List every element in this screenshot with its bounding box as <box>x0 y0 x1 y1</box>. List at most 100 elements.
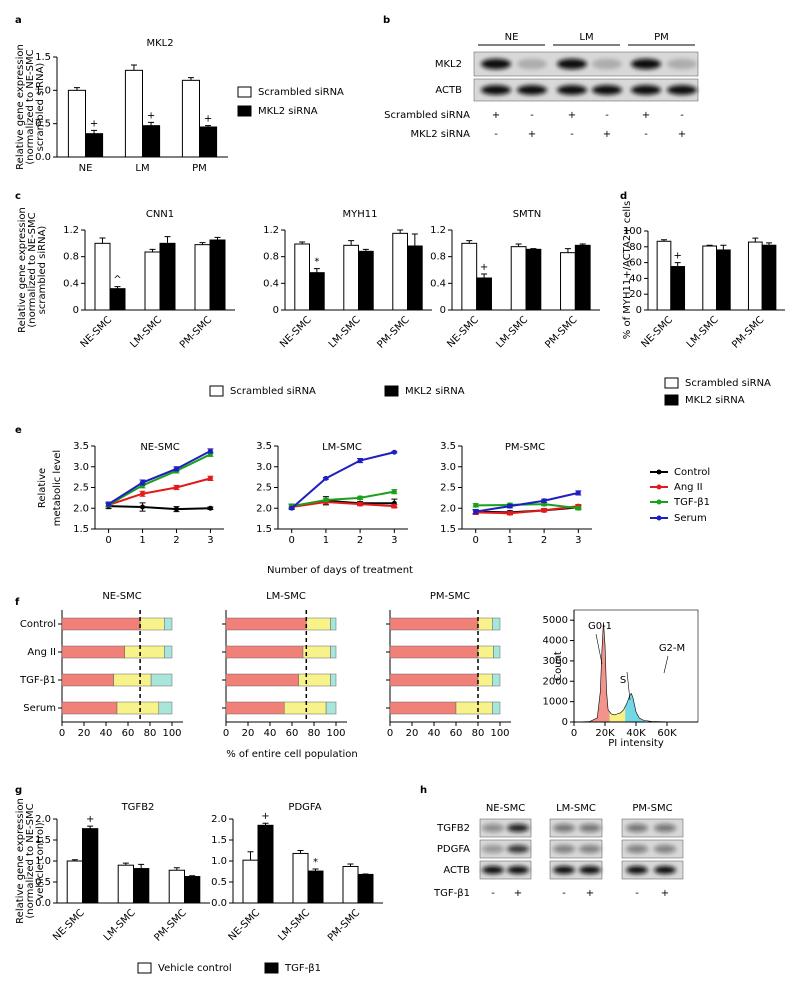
y-tick-label: 5000 <box>543 615 568 626</box>
data-point <box>357 501 363 507</box>
panel-label: h <box>420 785 427 796</box>
blot-row-label: TGFB2 <box>436 823 470 834</box>
blot-row-label: MKL2 <box>435 59 462 70</box>
bar-segment <box>61 701 118 715</box>
chart-title: LM-SMC <box>266 591 306 602</box>
y-tick-label: Ang II <box>27 647 56 658</box>
data-point <box>357 458 363 464</box>
x-tick-label: PM-SMC <box>730 314 766 350</box>
x-tick-label: 3 <box>391 535 397 546</box>
bar-segment <box>150 673 173 687</box>
data-point <box>173 506 179 512</box>
y-tick-label: 0.4 <box>263 278 279 289</box>
y-axis-label: Count <box>553 651 564 681</box>
condition-sign: - <box>644 129 648 140</box>
region-fill <box>574 622 610 722</box>
bar <box>66 860 83 904</box>
x-tick-label: LM-SMC <box>685 314 721 350</box>
chart-title: PM-SMC <box>505 442 545 453</box>
y-tick-label: 0.8 <box>430 252 446 263</box>
bar <box>85 133 104 158</box>
error-bar <box>122 862 129 866</box>
data-point <box>140 491 146 497</box>
x-tick-label: 20 <box>406 728 419 739</box>
error-bar <box>114 286 121 289</box>
blot-band <box>579 824 601 832</box>
bar <box>525 248 542 311</box>
series-line <box>475 491 579 513</box>
legend-label: Scrambled siRNA <box>230 386 316 397</box>
condition-sign: + <box>603 129 611 140</box>
error-bar <box>397 229 404 234</box>
blot-band <box>631 58 661 70</box>
condition-sign: + <box>492 110 500 121</box>
bar <box>342 865 359 904</box>
x-tick-label: LM-SMC <box>494 314 530 350</box>
legend-label: Control <box>674 467 710 478</box>
condition-label: Scrambled siRNA <box>384 110 470 121</box>
condition-label: TGF-β1 <box>433 888 470 899</box>
bar <box>168 869 185 904</box>
bar-segment <box>61 645 125 659</box>
y-tick-label: 0.5 <box>211 877 227 888</box>
x-tick-label: 0 <box>472 535 478 546</box>
y-tick-label: 3.0 <box>73 462 89 473</box>
bar <box>194 244 211 311</box>
x-tick-label: 20K <box>595 728 615 739</box>
data-point <box>289 505 295 511</box>
x-tick-label: LM <box>135 163 149 174</box>
region-pointer <box>626 671 631 701</box>
bar-segment <box>389 673 479 687</box>
error-bar <box>297 850 304 854</box>
bar-segment <box>389 645 479 659</box>
legend-label: Serum <box>674 513 707 524</box>
chart-title: MYH11 <box>343 209 378 220</box>
bar <box>574 244 591 311</box>
series-line <box>108 453 211 506</box>
condition-sign: + <box>586 888 594 899</box>
x-tick-label: 100 <box>326 728 345 739</box>
data-point <box>541 507 547 513</box>
error-bar <box>466 240 473 244</box>
error-bar <box>674 262 681 267</box>
data-point <box>575 505 581 511</box>
region-fill <box>625 693 646 722</box>
significance-marker: * <box>314 257 319 268</box>
x-tick-label: LM-SMC <box>128 314 164 350</box>
bar <box>407 245 423 311</box>
y-tick-label: 3.5 <box>73 441 89 452</box>
condition-sign: - <box>570 129 574 140</box>
data-point <box>173 485 179 490</box>
y-tick-label: 0.0 <box>35 898 51 909</box>
bar <box>461 242 478 311</box>
bar-segment <box>389 617 479 631</box>
blot-band <box>482 824 504 832</box>
significance-marker: ^ <box>113 275 121 286</box>
y-tick-label: 20 <box>629 289 642 300</box>
data-point <box>473 509 479 515</box>
bar <box>109 288 126 311</box>
chart-title: NE-SMC <box>102 591 141 602</box>
y-tick-label: 3.0 <box>440 462 456 473</box>
data-point <box>207 448 213 454</box>
y-tick-label: 2.0 <box>440 503 456 514</box>
condition-sign: - <box>562 888 566 899</box>
data-point <box>173 466 179 472</box>
series-line <box>475 503 579 510</box>
lane-group-label: PM <box>654 32 669 43</box>
bar <box>343 244 359 311</box>
error-bar <box>362 248 369 252</box>
x-tick-label: PM-SMC <box>178 314 214 350</box>
blot-band <box>667 85 697 95</box>
bar-segment <box>477 673 493 687</box>
significance-marker: + <box>480 262 488 273</box>
bar <box>307 870 324 904</box>
lane-group-label: PM-SMC <box>632 803 672 814</box>
y-axis-label: (normalized to NE-SMC <box>27 212 38 327</box>
condition-sign: + <box>678 129 686 140</box>
y-tick-label: 2.0 <box>211 814 227 825</box>
bar-segment <box>302 645 331 659</box>
significance-marker: + <box>673 251 681 262</box>
lane-group-label: NE-SMC <box>486 803 525 814</box>
